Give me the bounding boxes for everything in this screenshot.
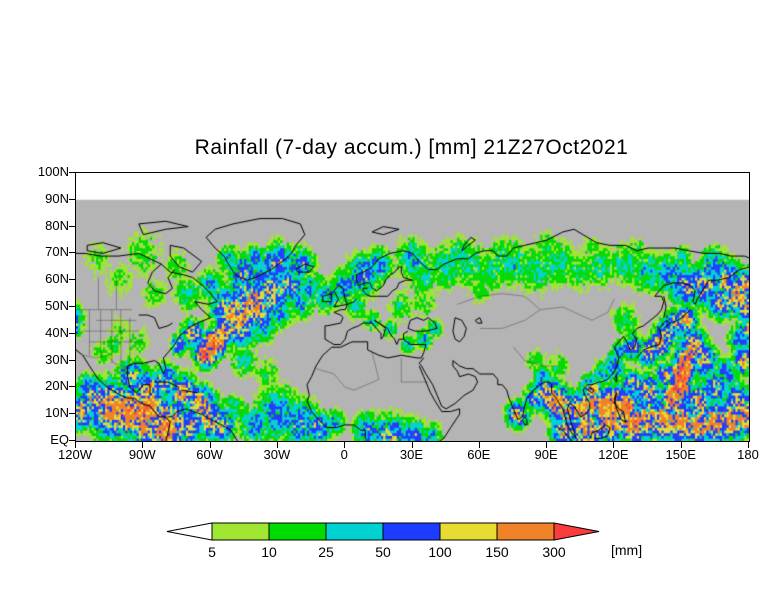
x-tick-label: 0	[340, 447, 348, 462]
y-tick-mark	[69, 279, 75, 281]
y-tick-label: 100N	[37, 164, 69, 179]
y-tick-label: 90N	[45, 190, 69, 206]
y-tick-label: 10N	[45, 405, 69, 421]
colorbar-segment	[211, 522, 270, 541]
colorbar-left-arrow	[166, 522, 213, 541]
x-tick-label: 90E	[534, 447, 558, 462]
x-tick-label: 30W	[263, 447, 291, 462]
y-tick-label: EQ	[50, 432, 69, 447]
colorbar-tick-label: 25	[318, 544, 334, 560]
colorbar-tick-label: 150	[485, 544, 509, 560]
y-tick-mark	[69, 386, 75, 388]
x-tick-mark	[748, 442, 749, 448]
x-tick-mark	[142, 442, 144, 448]
x-tick-mark	[344, 442, 346, 448]
colorbar-segment	[439, 522, 498, 541]
x-tick-label: 180	[737, 447, 759, 462]
map-frame	[75, 172, 750, 442]
y-tick-mark	[69, 172, 75, 173]
colorbar-segment	[382, 522, 441, 541]
y-tick-mark	[69, 413, 75, 415]
x-tick-mark	[276, 442, 278, 448]
y-tick-mark	[69, 306, 75, 307]
x-tick-mark	[478, 442, 480, 448]
y-tick-mark	[69, 359, 75, 361]
colorbar-svg: 5 10 25 50 100 150 300 [mm]	[166, 522, 642, 560]
y-tick-label: 70N	[45, 244, 69, 260]
x-tick-label: 60W	[196, 447, 223, 462]
x-tick-mark	[209, 442, 211, 448]
chart-title: Rainfall (7-day accum.) [mm] 21Z27Oct202…	[194, 136, 629, 159]
colorbar-tick-label: 300	[542, 544, 566, 560]
x-tick-label: 30E	[399, 447, 424, 462]
x-tick-mark	[680, 442, 682, 448]
colorbar-tick-label: 50	[375, 544, 391, 560]
x-tick-label: 150E	[665, 447, 696, 462]
x-tick-mark	[411, 442, 413, 448]
y-tick-label: 80N	[45, 217, 69, 233]
colorbar-segment	[496, 522, 555, 541]
colorbar-tick-label: 5	[208, 544, 216, 560]
x-tick-mark	[613, 442, 615, 448]
colorbar-segment	[268, 522, 327, 541]
y-tick-mark	[69, 198, 75, 200]
x-tick-mark	[75, 442, 76, 448]
y-tick-mark	[69, 332, 75, 334]
colorbar-right-arrow	[553, 522, 600, 541]
y-tick-mark	[69, 252, 75, 254]
colorbar-tick-label: 10	[261, 544, 277, 560]
y-tick-label: 50N	[45, 298, 69, 313]
y-tick-mark	[69, 440, 75, 441]
y-tick-label: 40N	[45, 324, 69, 340]
x-tick-mark	[546, 442, 548, 448]
y-tick-mark	[69, 225, 75, 227]
colorbar-segment	[325, 522, 384, 541]
y-tick-label: 20N	[45, 378, 69, 394]
y-tick-label: 30N	[45, 351, 69, 367]
x-tick-label: 90W	[128, 447, 156, 462]
colorbar: 5 10 25 50 100 150 300 [mm]	[166, 521, 696, 572]
x-tick-label: 120E	[598, 447, 629, 462]
world-map-canvas	[76, 173, 749, 441]
colorbar-tick-label: 100	[428, 544, 452, 560]
x-tick-label: 120W	[58, 447, 92, 462]
x-tick-label: 60E	[467, 447, 491, 462]
y-tick-label: 60N	[45, 271, 69, 287]
colorbar-unit-label: [mm]	[611, 542, 642, 558]
